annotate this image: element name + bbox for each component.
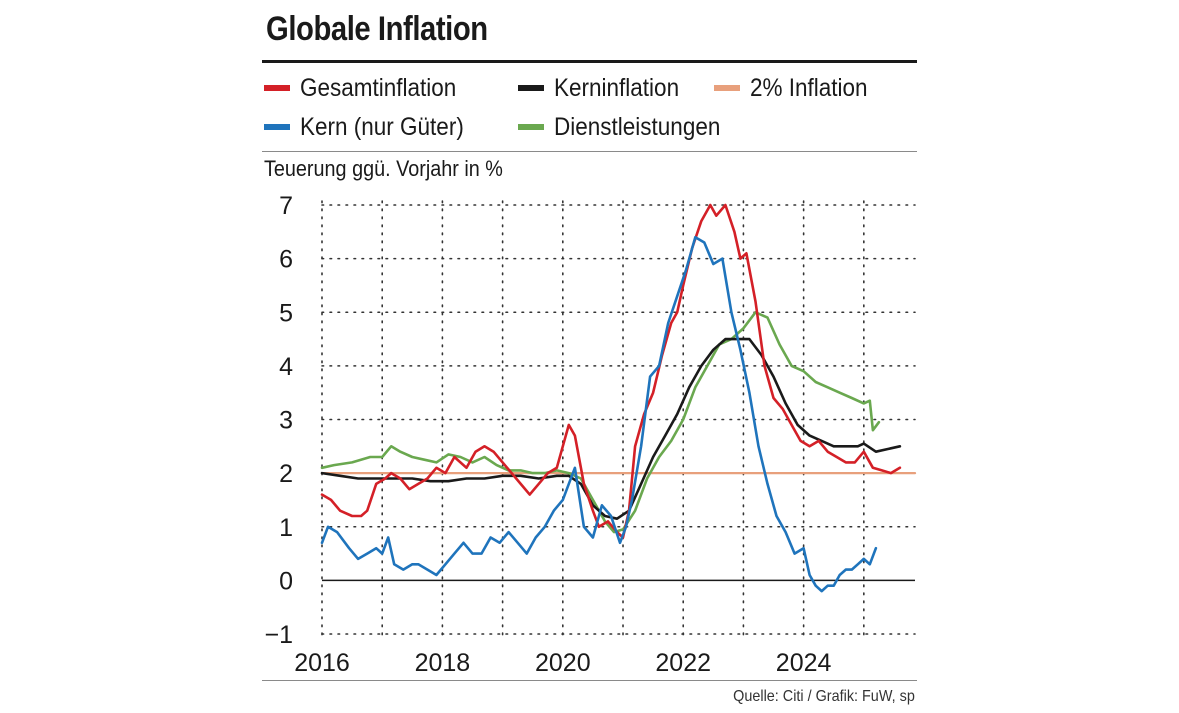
legend-item-kern-gueter: Kern (nur Güter) [264,112,482,142]
y-tick-label: 0 [279,567,293,595]
legend-item-kerninflation: Kerninflation [518,73,693,103]
y-tick-label: 6 [279,246,293,274]
y-tick-label: 3 [279,407,293,435]
legend-swatch-2pct-inflation [714,85,740,91]
legend-swatch-gesamtinflation [264,85,290,91]
legend-label: 2% Inflation [750,73,868,102]
series-line-kerninflation [320,337,902,521]
y-tick-label: −1 [264,621,293,649]
legend-divider [262,151,917,152]
y-tick-label: 5 [279,299,293,327]
series-line-dienstleistungen [320,310,881,534]
y-tick-label: 2 [279,460,293,488]
x-tick-label: 2024 [776,649,832,677]
series-line-kern-nur-g-ter [320,235,878,593]
legend-label: Kerninflation [554,73,680,102]
y-tick-label: 7 [279,192,293,220]
legend-label: Gesamtinflation [300,73,457,102]
x-tick-label: 2018 [415,649,471,677]
legend-item-gesamtinflation: Gesamtinflation [264,73,474,103]
legend-label: Dienstleistungen [554,112,721,141]
legend-swatch-kern-gueter [264,124,290,130]
source-divider [262,680,917,681]
y-axis-label: Teuerung ggü. Vorjahr in % [264,156,503,181]
legend-swatch-kerninflation [518,85,544,91]
x-tick-label: 2022 [655,649,711,677]
legend-item-2pct-inflation: 2% Inflation [714,73,881,103]
chart-title: Globale Inflation [266,10,488,48]
x-tick-label: 2020 [535,649,591,677]
source-note: Quelle: Citi / Grafik: FuW, sp [733,688,915,705]
legend-label: Kern (nur Güter) [300,112,464,141]
title-rule [262,60,917,63]
legend-swatch-dienstleistungen [518,124,544,130]
x-tick-label: 2016 [294,649,350,677]
series-line-gesamtinflation [320,203,902,539]
y-tick-label: 4 [279,353,293,381]
y-tick-label: 1 [279,514,293,542]
legend-item-dienstleistungen: Dienstleistungen [518,112,739,142]
